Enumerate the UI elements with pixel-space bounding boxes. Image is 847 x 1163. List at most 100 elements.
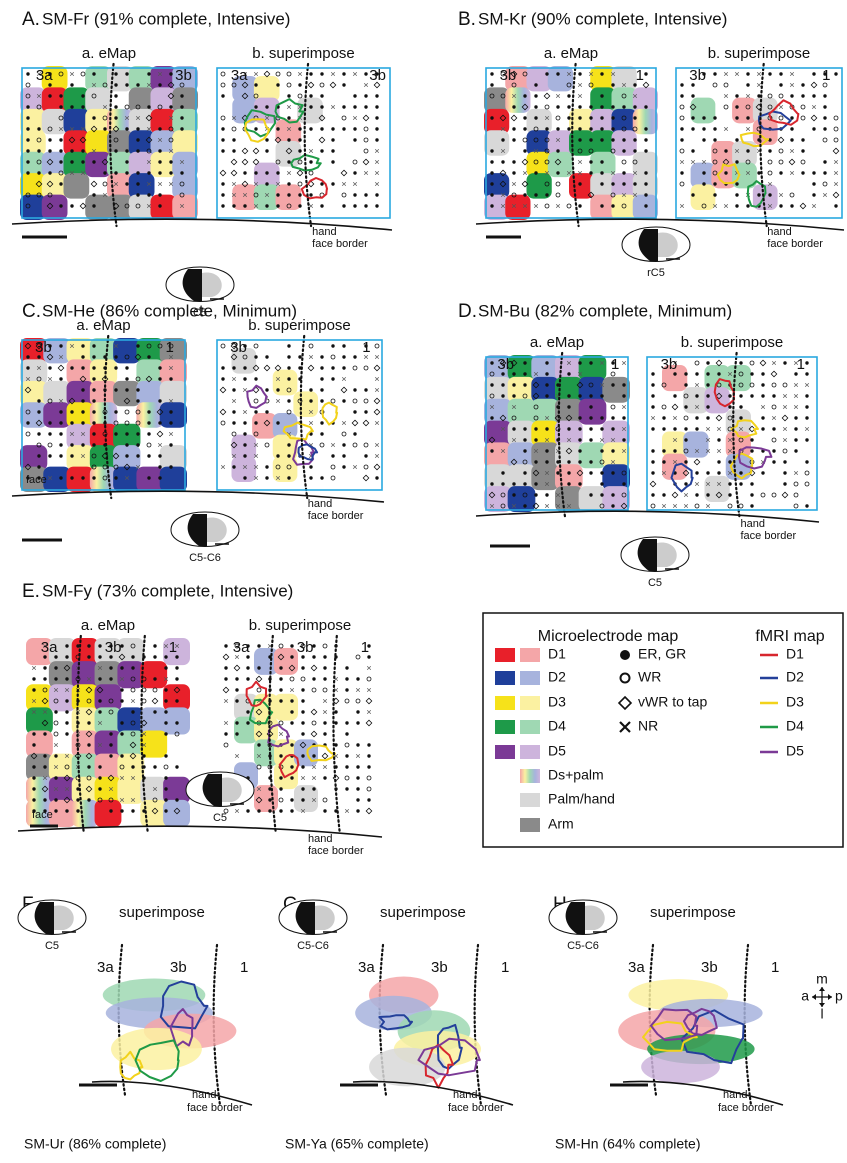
site-responsive <box>265 476 268 479</box>
site-nonresponsive <box>54 743 58 747</box>
orientation-label: m <box>816 971 828 987</box>
legend-swatch <box>495 648 515 662</box>
site-responsive <box>125 388 128 391</box>
site-responsive <box>257 666 260 669</box>
site-vwr <box>264 71 270 77</box>
site-responsive <box>136 193 139 196</box>
site-responsive <box>257 644 260 647</box>
site-responsive <box>153 644 156 647</box>
fmri-contour <box>299 444 318 459</box>
site-responsive <box>153 677 156 680</box>
site-responsive <box>98 677 101 680</box>
site-responsive <box>65 721 68 724</box>
site-responsive <box>567 482 570 485</box>
site-weak <box>224 743 228 747</box>
site-responsive <box>523 427 526 430</box>
site-responsive <box>59 138 62 141</box>
site-responsive <box>589 416 592 419</box>
site-weak <box>125 410 129 414</box>
section-label: C5 <box>648 577 662 589</box>
site-responsive <box>70 443 73 446</box>
border-label: hand <box>767 226 791 238</box>
site-responsive <box>323 809 326 812</box>
site-vwr <box>242 148 248 154</box>
site-nonresponsive <box>578 160 582 164</box>
site-responsive <box>235 688 238 691</box>
site-responsive <box>353 388 356 391</box>
site-responsive <box>512 127 515 130</box>
site-responsive <box>265 171 268 174</box>
site-responsive <box>81 399 84 402</box>
site-responsive <box>545 493 548 496</box>
site-responsive <box>158 193 161 196</box>
section-label: C5-C6 <box>567 940 599 952</box>
site-responsive <box>243 443 246 446</box>
site-responsive <box>523 449 526 452</box>
site-weak <box>695 504 699 508</box>
site-responsive <box>81 149 84 152</box>
site-responsive <box>180 116 183 119</box>
map-patch <box>172 195 198 220</box>
site-responsive <box>490 449 493 452</box>
site-responsive <box>342 355 345 358</box>
site-responsive <box>662 449 665 452</box>
site-responsive <box>589 405 592 408</box>
site-responsive <box>673 427 676 430</box>
site-vwr <box>782 415 788 421</box>
site-responsive <box>109 732 112 735</box>
site-weak <box>768 171 772 175</box>
area-label: 1 <box>822 67 830 84</box>
site-responsive <box>578 138 581 141</box>
site-responsive <box>158 377 161 380</box>
site-responsive <box>589 438 592 441</box>
site-vwr <box>366 720 372 726</box>
map-patch <box>140 661 167 688</box>
site-responsive <box>131 666 134 669</box>
site-responsive <box>523 471 526 474</box>
site-weak <box>783 383 787 387</box>
site-nonresponsive <box>312 776 316 780</box>
site-responsive <box>37 454 40 457</box>
site-responsive <box>147 421 150 424</box>
site-responsive <box>298 355 301 358</box>
site-responsive <box>790 204 793 207</box>
site-weak <box>651 504 655 508</box>
face-label: face <box>32 809 53 821</box>
map-patch <box>49 661 76 688</box>
site-responsive <box>345 677 348 680</box>
site-weak <box>298 94 302 98</box>
site-responsive <box>805 394 808 397</box>
site-nonresponsive <box>342 377 346 381</box>
site-responsive <box>114 432 117 435</box>
site-responsive <box>611 105 614 108</box>
panel-title: SM-Bu (82% complete, Minimum) <box>478 301 732 320</box>
site-weak <box>232 127 236 131</box>
site-responsive <box>131 710 134 713</box>
site-responsive <box>169 377 172 380</box>
superimpose-label: superimpose <box>380 904 466 921</box>
site-weak <box>772 493 776 497</box>
site-responsive <box>120 732 123 735</box>
site-responsive <box>375 105 378 108</box>
site-responsive <box>98 765 101 768</box>
site-responsive <box>812 127 815 130</box>
site-responsive <box>567 94 570 97</box>
site-responsive <box>32 732 35 735</box>
map-patch <box>111 1028 202 1070</box>
site-weak <box>662 405 666 409</box>
legend-swatch <box>495 720 515 734</box>
site-vwr <box>366 808 372 814</box>
site-responsive <box>235 699 238 702</box>
site-responsive <box>290 699 293 702</box>
site-responsive <box>651 471 654 474</box>
site-responsive <box>757 193 760 196</box>
site-responsive <box>290 809 293 812</box>
site-responsive <box>320 432 323 435</box>
site-responsive <box>600 138 603 141</box>
site-responsive <box>812 182 815 185</box>
legend-swatch <box>520 769 540 783</box>
site-vwr <box>242 159 248 165</box>
site-responsive <box>633 138 636 141</box>
site-responsive <box>246 710 249 713</box>
site-responsive <box>633 182 636 185</box>
